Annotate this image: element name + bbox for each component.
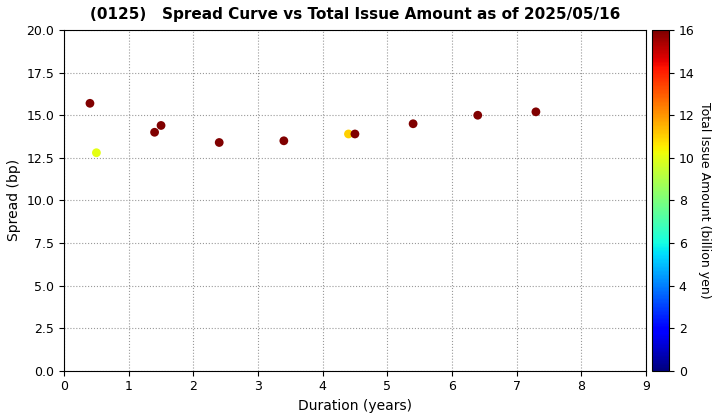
Point	[472, 112, 484, 118]
Point	[149, 129, 161, 136]
Point	[84, 100, 96, 107]
Title: (0125)   Spread Curve vs Total Issue Amount as of 2025/05/16: (0125) Spread Curve vs Total Issue Amoun…	[90, 7, 620, 22]
Point	[343, 131, 354, 137]
Point	[530, 108, 541, 115]
Point	[349, 131, 361, 137]
X-axis label: Duration (years): Duration (years)	[298, 399, 412, 413]
Point	[156, 122, 167, 129]
Point	[213, 139, 225, 146]
Point	[408, 121, 419, 127]
Point	[278, 137, 289, 144]
Y-axis label: Spread (bp): Spread (bp)	[7, 159, 21, 242]
Point	[91, 150, 102, 156]
Y-axis label: Total Issue Amount (billion yen): Total Issue Amount (billion yen)	[698, 102, 711, 299]
